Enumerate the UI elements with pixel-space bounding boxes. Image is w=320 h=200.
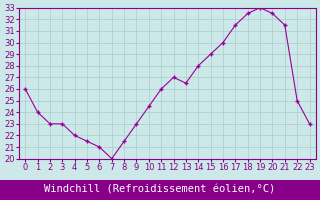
Text: Windchill (Refroidissement éolien,°C): Windchill (Refroidissement éolien,°C) — [44, 185, 276, 195]
